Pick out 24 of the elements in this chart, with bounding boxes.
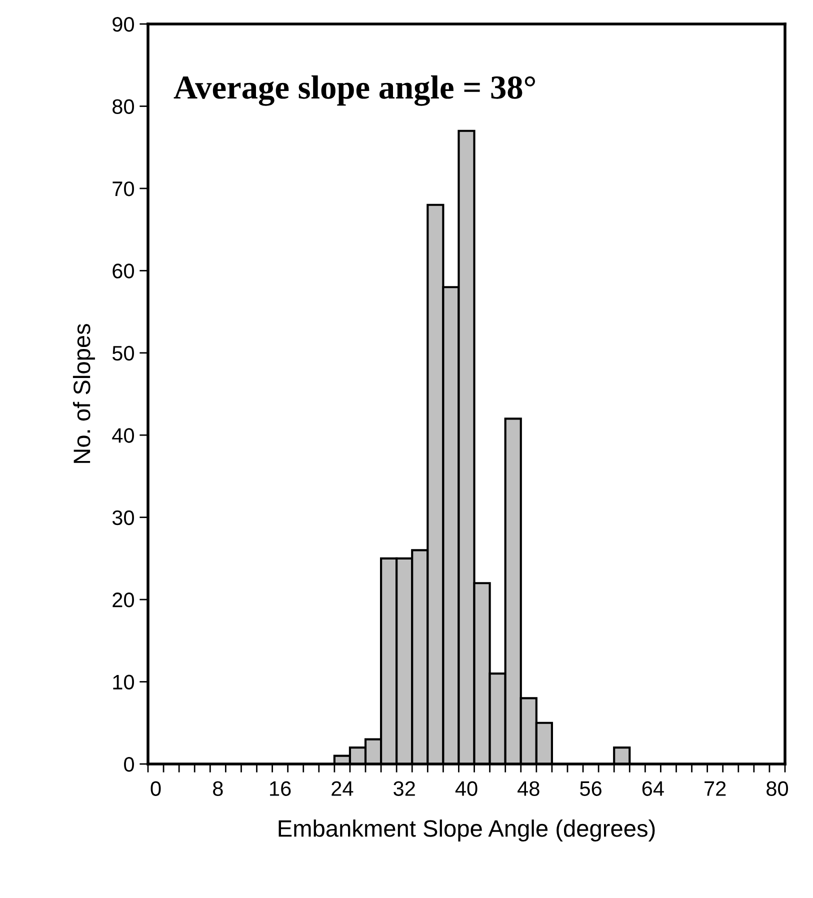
- y-tick-label: 30: [112, 510, 134, 526]
- y-tick-label: 10: [113, 674, 134, 690]
- x-tick-label: 72: [704, 781, 726, 796]
- y-tick-label: 80: [112, 99, 134, 114]
- x-tick-label: 32: [394, 781, 415, 796]
- x-tick-label: 48: [518, 781, 540, 796]
- y-tick-label: 0: [124, 757, 134, 772]
- x-tick-label: 64: [642, 781, 664, 796]
- y-tick-label: 70: [112, 181, 134, 196]
- x-tick-label: 24: [332, 781, 354, 796]
- y-tick-label: 50: [112, 346, 134, 361]
- x-tick-label: 8: [213, 781, 223, 796]
- x-axis-title: Embankment Slope Angle (degrees): [278, 820, 655, 842]
- annotation: Average slope angle = 38°: [174, 75, 536, 106]
- x-tick-label: 16: [270, 781, 291, 796]
- x-tick-label: 56: [580, 781, 602, 796]
- x-tick-label: 40: [455, 781, 478, 796]
- y-tick-label: 90: [112, 17, 134, 32]
- y-tick-label: 60: [112, 264, 134, 278]
- x-tick-label: 0: [150, 781, 161, 796]
- y-axis-title: No. of Slopes: [72, 324, 95, 463]
- y-tick-label: 20: [112, 592, 134, 608]
- x-tick-label: 80: [766, 781, 788, 796]
- y-tick-label: 40: [112, 428, 134, 443]
